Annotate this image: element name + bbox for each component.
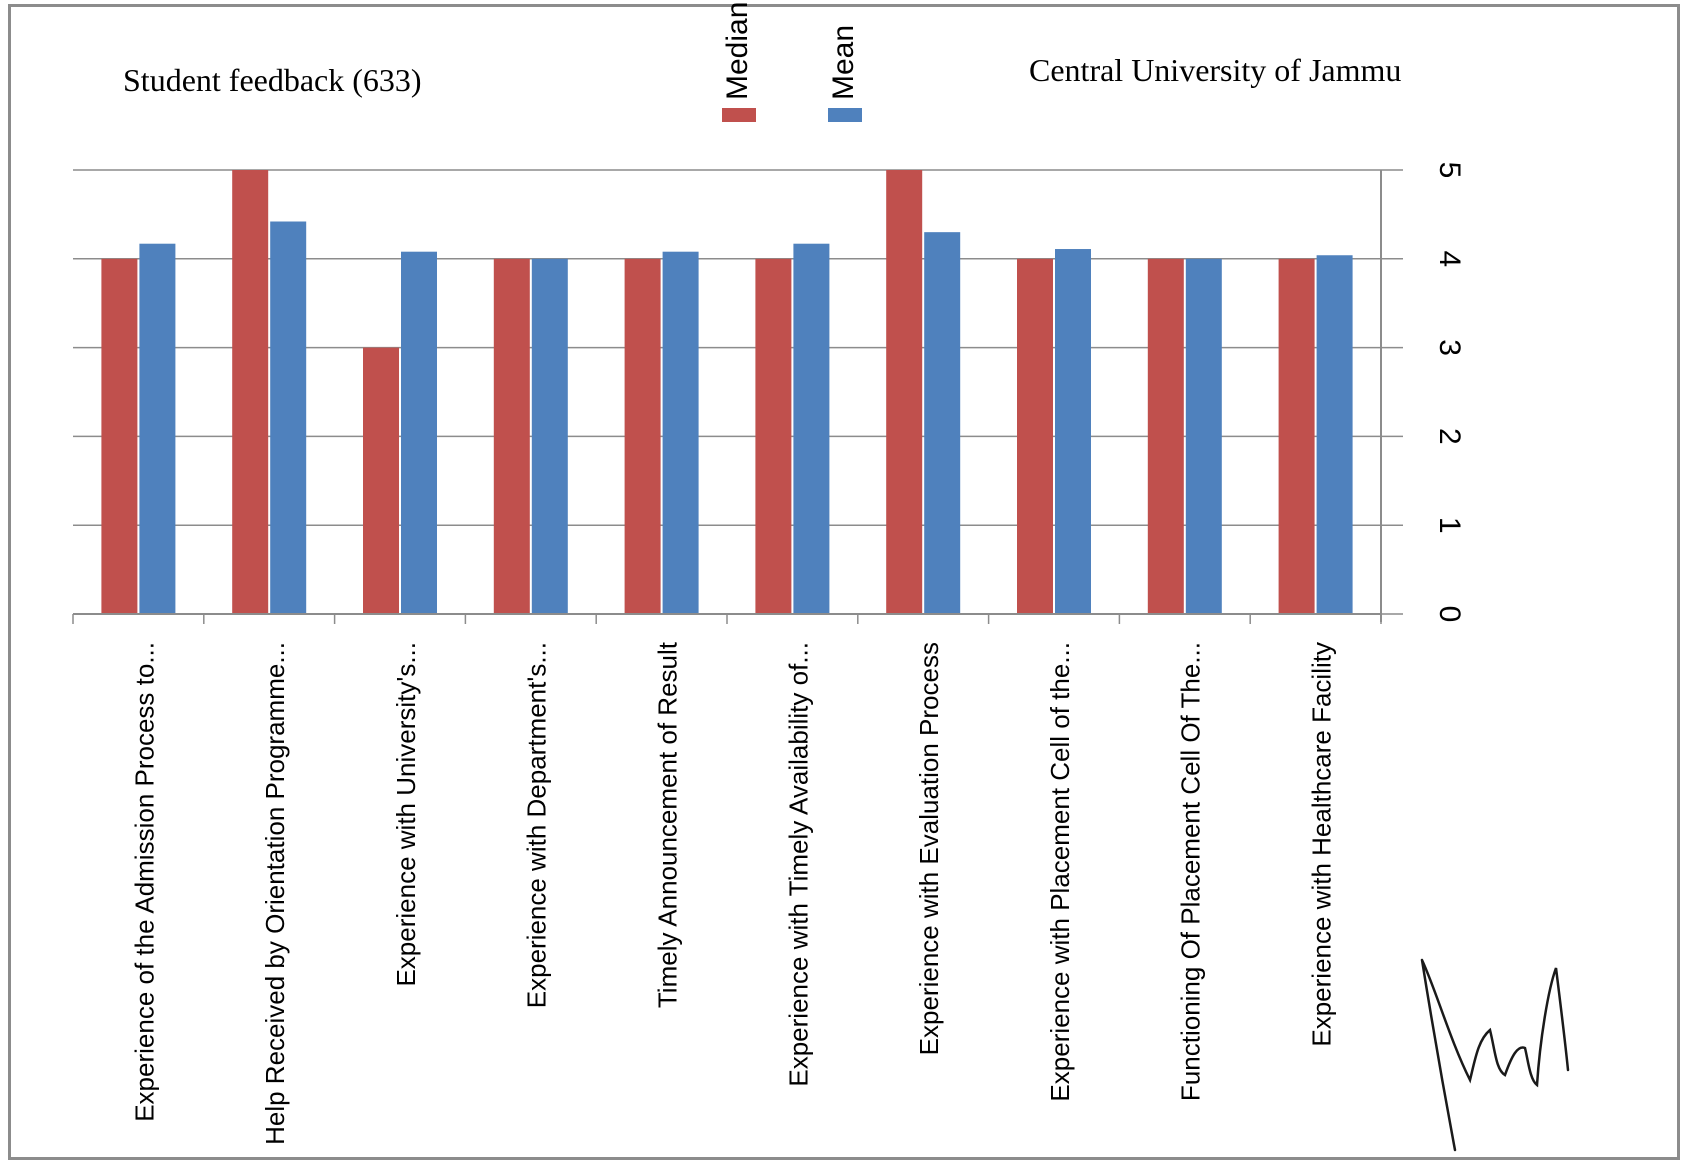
median-bar bbox=[1017, 258, 1053, 614]
y-tick-label: 3 bbox=[1433, 339, 1466, 356]
mean-bar bbox=[401, 251, 437, 615]
median-bar bbox=[232, 170, 269, 614]
category-label: Help Received by Orientation Programme..… bbox=[260, 642, 290, 1145]
mean-bar bbox=[139, 243, 176, 615]
mean-bar bbox=[531, 258, 568, 614]
category-label: Experience with Timely Availability of..… bbox=[783, 642, 813, 1087]
median-bar bbox=[886, 170, 923, 614]
category-label: Timely Announcement of Result bbox=[652, 641, 682, 1008]
category-label: Experience of the Admission Process to..… bbox=[129, 642, 159, 1122]
category-label: Experience with Evaluation Process bbox=[914, 642, 944, 1055]
legend-label-median: Median bbox=[721, 2, 754, 100]
mean-bar bbox=[1316, 255, 1353, 615]
mean-bar bbox=[793, 243, 830, 615]
category-label: Experience with University's... bbox=[391, 642, 421, 987]
legend-swatch-median bbox=[722, 108, 756, 122]
signature-scribble bbox=[1420, 958, 1570, 1152]
chart-title-left: Student feedback (633) bbox=[123, 62, 422, 98]
chart-title-right: Central University of Jammu bbox=[1029, 52, 1402, 88]
median-bar bbox=[624, 258, 661, 614]
median-bar bbox=[1278, 258, 1315, 614]
median-bar bbox=[493, 258, 530, 614]
category-label: Experience with Placement Cell of the... bbox=[1045, 642, 1075, 1102]
y-tick-label: 5 bbox=[1433, 162, 1466, 179]
median-bar bbox=[1147, 258, 1184, 614]
y-tick-label: 1 bbox=[1433, 517, 1466, 534]
median-bar bbox=[101, 258, 138, 614]
category-label: Functioning Of Placement Cell Of The... bbox=[1176, 642, 1206, 1101]
mean-bar bbox=[1055, 249, 1091, 615]
mean-bar bbox=[924, 232, 961, 614]
median-bar bbox=[755, 258, 792, 614]
category-label: Experience with Department's... bbox=[522, 642, 552, 1008]
mean-bar bbox=[662, 251, 699, 615]
category-label: Experience with Healthcare Facility bbox=[1306, 642, 1336, 1047]
y-tick-label: 0 bbox=[1433, 606, 1466, 623]
y-tick-label: 4 bbox=[1433, 250, 1466, 267]
mean-bar bbox=[1185, 258, 1222, 614]
median-bar bbox=[363, 347, 399, 614]
legend-swatch-mean bbox=[828, 108, 862, 122]
mean-bar bbox=[270, 221, 307, 614]
legend-label-mean: Mean bbox=[827, 25, 860, 100]
y-tick-label: 2 bbox=[1433, 428, 1466, 445]
